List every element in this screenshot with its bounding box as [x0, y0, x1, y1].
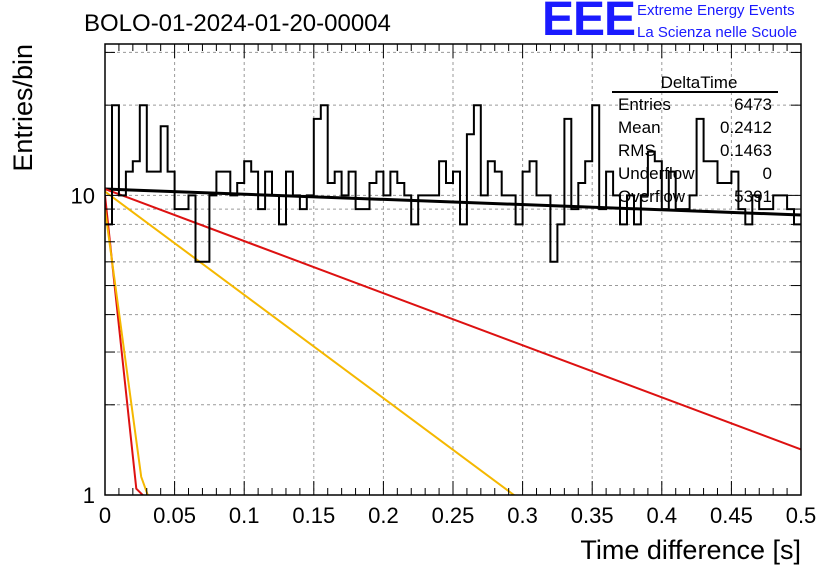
x-tick-label: 0.2 — [368, 503, 399, 528]
x-tick-label: 0.15 — [292, 503, 335, 528]
histogram — [105, 104, 801, 263]
fit-curve-orange-4 — [105, 208, 149, 495]
fit-curve-orange-2 — [105, 190, 516, 495]
x-tick-label: 0.3 — [507, 503, 538, 528]
x-tick-label: 0.35 — [571, 503, 614, 528]
stats-label-entries: Entries — [618, 95, 671, 114]
fit-curves — [105, 187, 801, 495]
fit-curve-red-1 — [105, 188, 801, 451]
stats-value-underflow: 0 — [763, 164, 772, 183]
run-title: BOLO-01-2024-01-20-00004 — [84, 10, 391, 37]
histogram-steps — [105, 104, 801, 263]
y-tick-labels: 1 10 — [71, 183, 95, 508]
stats-value-mean: 0.2412 — [720, 118, 772, 137]
stats-value-overflow: 5391 — [734, 187, 772, 206]
x-tick-label: 0.45 — [710, 503, 753, 528]
stats-value-entries: 6473 — [734, 95, 772, 114]
y-tick-label: 1 — [83, 483, 95, 508]
stats-label-underflow: Underflow — [618, 164, 695, 183]
x-tick-label: 0.1 — [229, 503, 260, 528]
x-tick-label: 0.4 — [647, 503, 678, 528]
x-tick-label: 0 — [99, 503, 111, 528]
stats-value-rms: 0.1463 — [720, 141, 772, 160]
eee-logo-mark: EEE — [542, 0, 636, 46]
axis-ticks — [104, 44, 802, 496]
y-tick-label: 10 — [71, 183, 95, 208]
logo-tagline-2: La Scienza nelle Scuole — [637, 24, 798, 41]
x-tick-label: 0.5 — [786, 503, 817, 528]
x-tick-label: 0.25 — [432, 503, 475, 528]
stats-box: DeltaTime Entries 6473 Mean 0.2412 RMS 0.1463… — [612, 73, 778, 206]
logo-tagline-1: Extreme Energy Events — [637, 2, 795, 19]
stats-label-mean: Mean — [618, 118, 661, 137]
fit-curve-black-0 — [105, 187, 801, 217]
stats-label-rms: RMS — [618, 141, 656, 160]
x-tick-labels: 0 0.05 0.1 0.15 0.2 0.25 0.3 0.35 0.4 0.45 0.5 — [99, 503, 816, 528]
y-axis-label: Entries/bin — [8, 44, 38, 172]
stats-label-overflow: Overflow — [618, 187, 686, 206]
x-axis-label: Time difference [s] — [580, 535, 801, 565]
x-tick-label: 0.05 — [153, 503, 196, 528]
stats-title: DeltaTime — [661, 73, 738, 92]
